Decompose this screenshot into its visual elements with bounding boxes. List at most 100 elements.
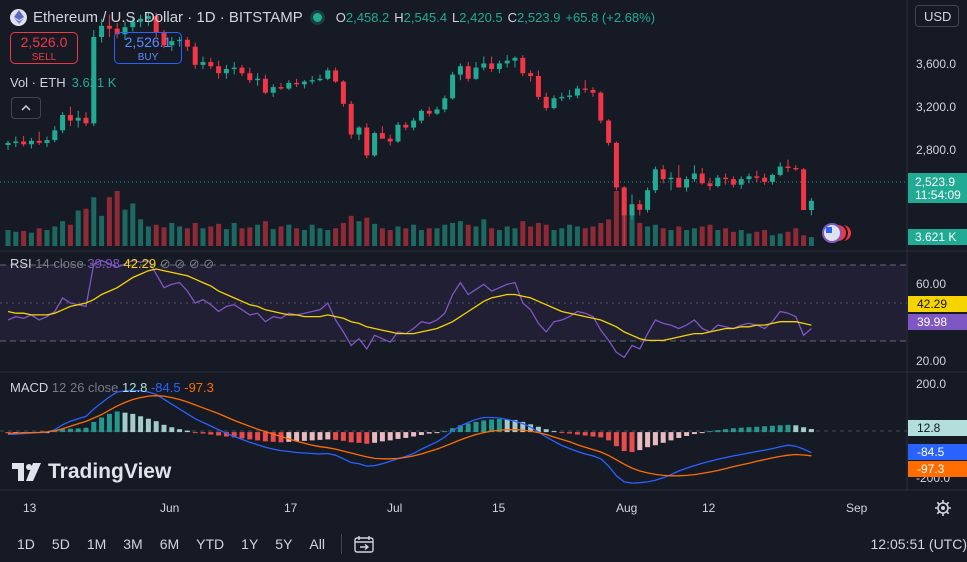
range-1y[interactable]: 1Y: [241, 536, 259, 552]
range-all[interactable]: All: [309, 536, 325, 552]
clock-utc[interactable]: 12:05:51 (UTC): [870, 536, 967, 552]
candle: [598, 91, 604, 124]
range-1m[interactable]: 1M: [86, 536, 107, 552]
macd-histogram-bar: [793, 425, 799, 433]
currency-selector[interactable]: USD: [915, 5, 959, 27]
tradingview-watermark[interactable]: TradingView: [12, 460, 171, 484]
macd-histogram-bar: [691, 432, 697, 435]
candle: [356, 126, 362, 141]
candle: [785, 159, 791, 173]
volume-bar: [512, 228, 518, 246]
volume-bar: [582, 228, 588, 246]
candle: [372, 131, 378, 157]
volume-bar: [114, 191, 120, 246]
buy-label: BUY: [137, 52, 159, 63]
volume-bar: [504, 226, 510, 246]
macd-histogram-bar: [301, 432, 307, 441]
range-5y[interactable]: 5Y: [275, 536, 293, 552]
date-range-icon[interactable]: [354, 535, 374, 553]
macd-histogram-bar: [676, 432, 682, 438]
range-6m[interactable]: 6M: [159, 536, 180, 552]
macd-line-badge: -84.5: [917, 445, 945, 459]
volume-bar: [730, 231, 736, 246]
volume-bar: [473, 226, 479, 246]
time-tick-jun: Jun: [160, 501, 179, 515]
settings-gear-icon[interactable]: [935, 500, 951, 516]
rsi-line: [7, 259, 812, 359]
volume-bar: [528, 226, 534, 246]
price-tick-2800: 2,800.0: [916, 143, 956, 157]
volume-bar: [99, 215, 105, 246]
candle: [216, 60, 222, 79]
range-1d[interactable]: 1D: [17, 536, 35, 552]
candle: [177, 36, 183, 47]
volume-bars: [5, 191, 814, 246]
macd-legend[interactable]: MACD 12 26 close 12.8 -84.5 -97.3: [10, 380, 214, 395]
macd-histogram-bar: [481, 420, 487, 433]
sell-label: SELL: [31, 52, 57, 63]
volume-bar: [676, 226, 682, 246]
us-flag-canton: [826, 227, 832, 233]
macd-histogram-bar: [754, 426, 760, 433]
volume-bar: [652, 224, 658, 246]
macd-histogram-bar: [114, 411, 120, 433]
candle: [457, 63, 463, 81]
candles: [5, 12, 814, 246]
rsi-badge: 39.98: [917, 315, 947, 329]
sell-button[interactable]: 2,526.0 SELL: [10, 32, 78, 64]
collapse-legend-button[interactable]: [11, 97, 41, 119]
range-ytd[interactable]: YTD: [196, 536, 225, 552]
volume-bar: [231, 222, 237, 246]
macd-histogram-bar: [730, 428, 736, 433]
macd-histogram-bar: [699, 432, 705, 434]
candle: [28, 138, 34, 149]
candle: [36, 131, 42, 145]
volume-bar: [356, 221, 362, 246]
candle: [169, 36, 175, 51]
candle: [434, 106, 440, 116]
macd-legend-name: MACD: [10, 380, 49, 395]
symbol-header[interactable]: Ethereum / U.S. Dollar · 1D · BITSTAMP O…: [10, 7, 655, 27]
rsi-legend[interactable]: RSI 14 close 39.98 42.29 ⊘ ⊘ ⊘ ⊘: [10, 256, 214, 272]
candle: [270, 84, 276, 97]
volume-bar: [403, 228, 409, 246]
rsi-ma-line: [7, 268, 812, 342]
range-5d[interactable]: 5D: [51, 536, 70, 552]
candle: [801, 167, 807, 211]
macd-histogram-bar: [161, 424, 167, 433]
volume-bar: [496, 230, 502, 246]
event-flags[interactable]: [822, 223, 853, 243]
volume-bar: [247, 227, 253, 246]
volume-bar: [75, 210, 81, 246]
macd-histogram-bar: [598, 432, 604, 438]
candle: [582, 80, 588, 93]
volume-bar: [216, 223, 222, 246]
candle: [145, 12, 151, 26]
macd-histogram-bar: [255, 432, 261, 441]
candle: [660, 165, 666, 184]
candle: [559, 92, 565, 102]
time-tick-sep: Sep: [846, 501, 868, 515]
macd-histogram-bar: [169, 427, 175, 433]
candle: [184, 36, 190, 51]
candle: [637, 200, 643, 216]
volume-bar: [715, 230, 721, 246]
volume-bar: [169, 222, 175, 246]
macd-histogram-bar: [738, 427, 744, 433]
range-3m[interactable]: 3M: [123, 536, 143, 552]
candle: [379, 126, 385, 139]
macd-histogram-bar: [200, 432, 206, 434]
volume-bar: [5, 230, 11, 246]
candle: [348, 101, 354, 139]
rsi-ma-badge-bg: [908, 296, 967, 312]
volume-legend[interactable]: Vol · ETH 3.621 K: [10, 75, 116, 90]
symbol-title[interactable]: Ethereum / U.S. Dollar · 1D · BITSTAMP: [33, 8, 303, 26]
volume-bar: [36, 228, 42, 246]
macd-histogram-bar: [582, 432, 588, 436]
macd-histogram-bar: [457, 425, 463, 433]
macd-histogram-bar: [239, 432, 245, 439]
buy-button[interactable]: 2,526.1 BUY: [114, 32, 182, 64]
candle: [21, 135, 27, 147]
candle: [278, 82, 284, 90]
